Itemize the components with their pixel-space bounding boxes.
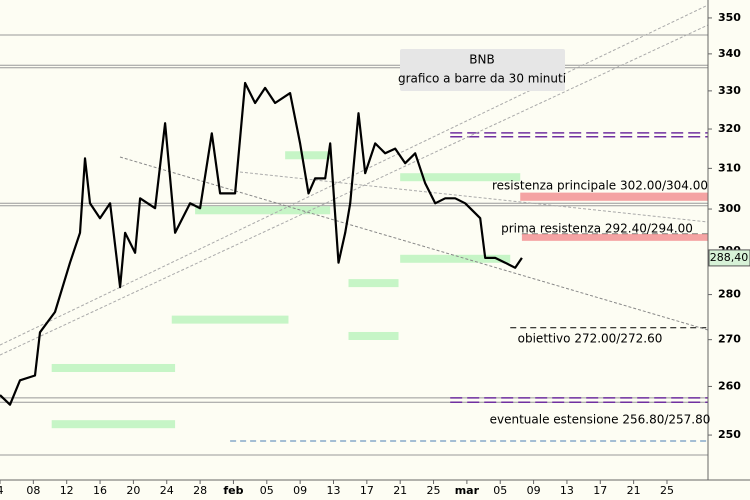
x-tick-label: 16 [93, 484, 107, 497]
resistance-band [521, 234, 708, 241]
y-tick-label: 340 [718, 47, 741, 60]
last-price-box [708, 249, 750, 267]
y-tick-label: 310 [718, 161, 741, 174]
zone [400, 254, 511, 263]
x-tick-label: 28 [193, 484, 207, 497]
x-tick-label: 09 [527, 484, 541, 497]
y-tick-label: 350 [718, 11, 741, 24]
x-tick-label: 4 [0, 484, 4, 497]
x-tick-label: 17 [360, 484, 374, 497]
zone [51, 363, 176, 372]
x-tick-label: 25 [427, 484, 441, 497]
y-tick-label: 250 [718, 428, 741, 441]
y-tick-label: 270 [718, 333, 741, 346]
title-box [400, 49, 565, 91]
annotation: resistenza principale 302.00/304.00 [492, 179, 708, 193]
resistance-band [520, 192, 708, 201]
chart-title: BNB [469, 53, 494, 67]
y-tick-label: 330 [718, 84, 741, 97]
annotation: obiettivo 272.00/272.60 [518, 332, 663, 346]
price-line [0, 81, 523, 406]
trend-line [239, 171, 709, 223]
annotation: prima resistenza 292.40/294.00 [501, 222, 693, 236]
y-tick-label: 320 [718, 122, 741, 135]
y-tick-label: 280 [718, 288, 741, 301]
x-tick-label: 09 [293, 484, 307, 497]
x-tick-label: 08 [26, 484, 40, 497]
layer [0, 34, 708, 456]
x-tick-label: 13 [560, 484, 574, 497]
x-tick-label: 13 [326, 484, 340, 497]
zone [195, 206, 331, 215]
trend-line [0, 24, 709, 356]
zone [348, 279, 399, 288]
x-tick-label: 21 [627, 484, 641, 497]
trend-line [0, 4, 709, 346]
x-tick-label: 05 [493, 484, 507, 497]
trend-lines [0, 4, 709, 356]
x-tick-label: 17 [593, 484, 607, 497]
zone [400, 173, 521, 182]
x-tick-label: 20 [126, 484, 140, 497]
annotation: eventuale estensione 256.80/257.80 [490, 413, 711, 427]
x-tick-label: 25 [660, 484, 674, 497]
zone [348, 331, 399, 340]
zone [51, 420, 176, 429]
x-tick-label: 24 [160, 484, 174, 497]
x-tick-label: 21 [393, 484, 407, 497]
y-tick-label: 260 [718, 379, 741, 392]
zone [285, 151, 331, 160]
x-tick-label: feb [223, 484, 243, 497]
x-tick-label: 05 [260, 484, 274, 497]
last-price-label: 288,40 [710, 251, 749, 264]
chart-subtitle: grafico a barre da 30 minuti [398, 72, 566, 86]
y-tick-label: 300 [718, 202, 741, 215]
x-tick-label: 12 [60, 484, 74, 497]
x-tick-label: mar [455, 484, 480, 497]
zone [171, 315, 289, 324]
